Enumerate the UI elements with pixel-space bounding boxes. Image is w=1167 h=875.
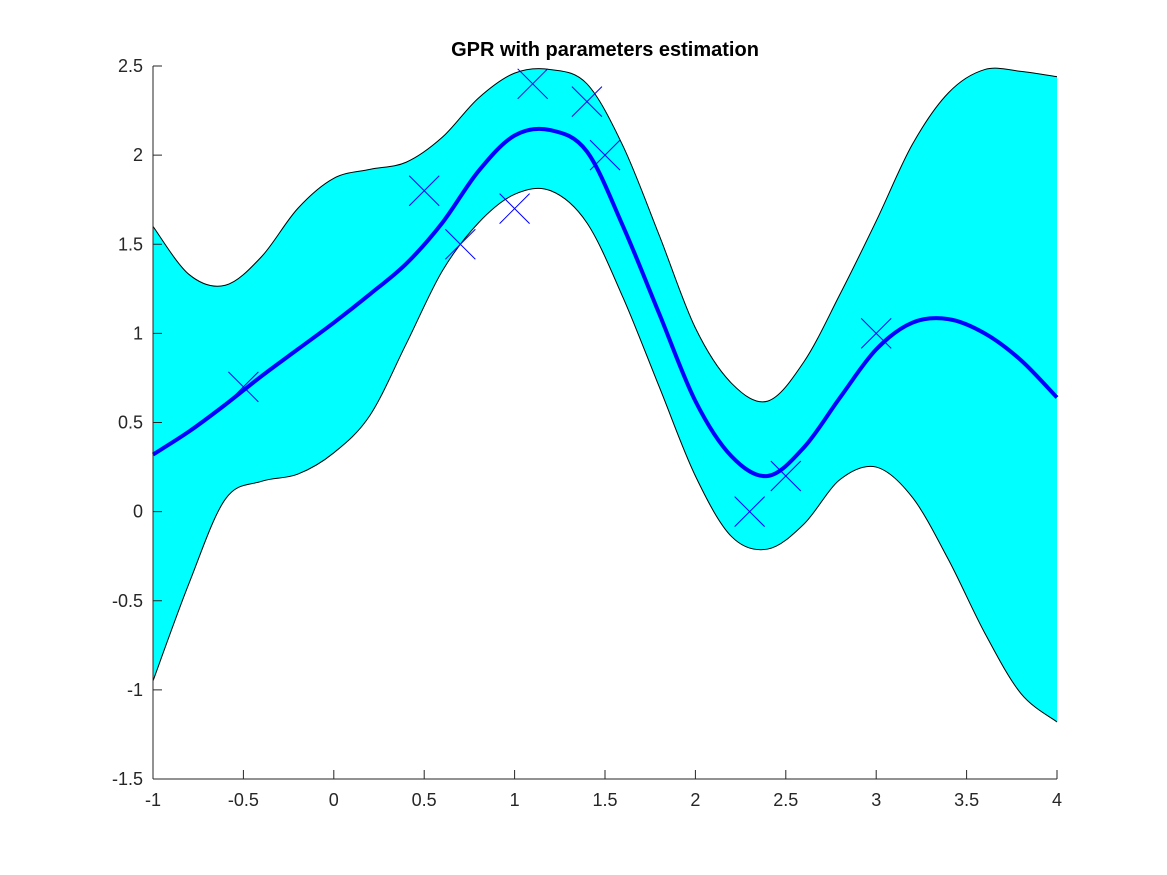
- marker-stroke: [860, 318, 892, 349]
- x-tick-label: 1.5: [592, 790, 617, 810]
- observation-marker: [228, 371, 259, 403]
- observation-marker: [408, 175, 440, 207]
- confidence-band-fill: [153, 68, 1057, 722]
- x-tick-label: 4: [1052, 790, 1062, 810]
- lower-bound-line: [152, 187, 1058, 723]
- observation-marker: [860, 318, 892, 349]
- observation-marker: [571, 86, 603, 118]
- x-tick-label: 0.5: [412, 790, 437, 810]
- observation-marker: [734, 496, 765, 527]
- chart-title: GPR with parameters estimation: [451, 39, 759, 61]
- marker-stroke: [499, 193, 530, 224]
- observation-marker: [445, 228, 476, 260]
- observation-marker-layer: [228, 68, 892, 527]
- y-tick-label: 2.5: [118, 56, 143, 76]
- x-tick-label: 3: [871, 790, 881, 810]
- y-tick-label: 0.5: [118, 413, 143, 433]
- y-tick-label: 1.5: [118, 234, 143, 254]
- marker-stroke: [228, 371, 259, 403]
- marker-stroke: [571, 86, 603, 118]
- x-tick-label: 2.5: [773, 790, 798, 810]
- marker-stroke: [770, 460, 802, 492]
- y-tick-label: -1: [127, 680, 143, 700]
- x-tick-label: -0.5: [228, 790, 259, 810]
- y-tick-label: 2: [133, 145, 143, 165]
- y-tick-label: 1: [133, 323, 143, 343]
- x-tick-label: -1: [145, 790, 161, 810]
- confidence-band-layer: [152, 67, 1058, 723]
- y-tick-label: -0.5: [112, 591, 143, 611]
- marker-stroke: [445, 228, 476, 260]
- observation-marker: [770, 460, 802, 492]
- x-tick-label: 1: [510, 790, 520, 810]
- y-tick-label: 0: [133, 502, 143, 522]
- observation-marker: [589, 139, 621, 171]
- upper-bound-line: [152, 67, 1058, 403]
- marker-stroke: [408, 175, 440, 207]
- x-tick-label: 2: [690, 790, 700, 810]
- marker-stroke: [517, 68, 549, 100]
- y-tick-label: -1.5: [112, 769, 143, 789]
- axes: -1 -0.5 0 0.5 1 1.5 2 2.5 3 3.5 4-1.5-1-0.500.511.…: [112, 56, 1062, 810]
- marker-stroke: [734, 496, 765, 527]
- observation-marker: [517, 68, 549, 100]
- observation-marker: [499, 193, 530, 224]
- marker-stroke: [589, 139, 621, 171]
- x-tick-label: 0: [329, 790, 339, 810]
- mean-line-layer: [151, 126, 1059, 479]
- mean-line: [151, 126, 1059, 479]
- x-tick-label: 3.5: [954, 790, 979, 810]
